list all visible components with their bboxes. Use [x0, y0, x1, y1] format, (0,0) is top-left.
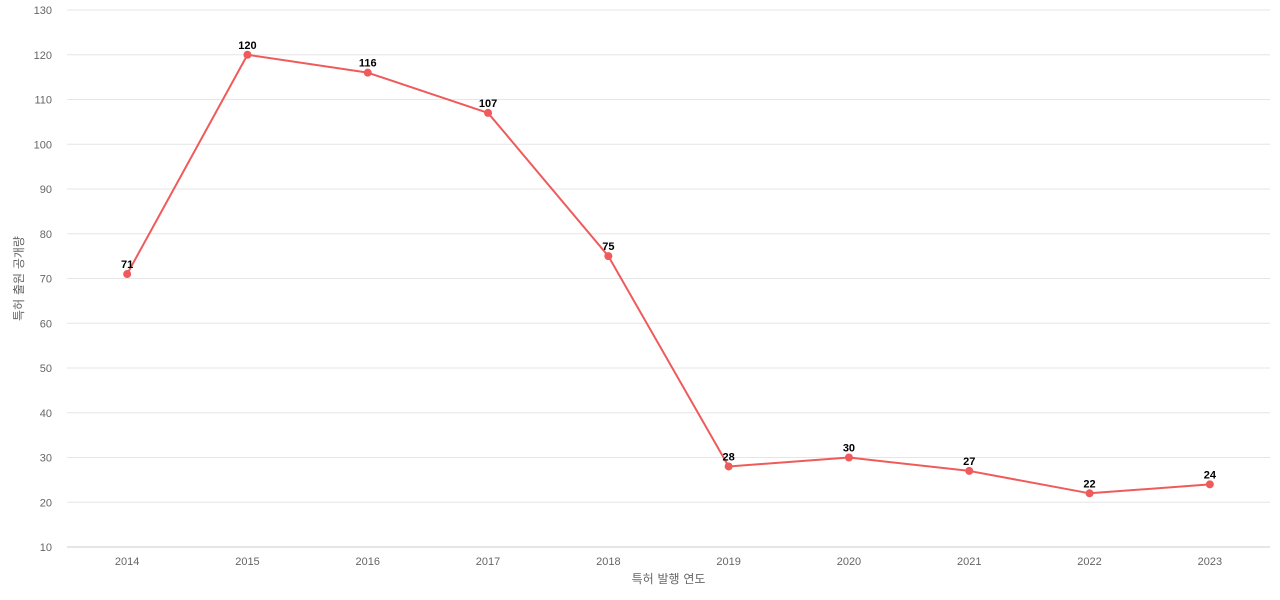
x-tick-label: 2016	[356, 556, 380, 568]
data-point	[1085, 489, 1094, 498]
series-group	[123, 50, 1214, 498]
y-axis-title: 특허 출원 공개량	[12, 236, 26, 321]
y-tick-label: 110	[34, 95, 52, 107]
data-label: 24	[1204, 469, 1217, 481]
y-tick-label: 90	[40, 184, 52, 196]
data-point	[123, 270, 132, 279]
y-tick-label: 30	[40, 453, 52, 465]
data-label: 22	[1083, 478, 1095, 490]
x-tick-label: 2022	[1077, 556, 1101, 568]
data-point	[243, 50, 252, 59]
data-label: 30	[843, 443, 855, 455]
series-line	[126, 53, 1210, 495]
x-tick-label: 2014	[115, 556, 139, 568]
data-point	[484, 108, 493, 117]
y-tick-label: 60	[40, 318, 52, 330]
x-tick-label: 2020	[837, 556, 861, 568]
x-tick-label: 2023	[1198, 556, 1222, 568]
data-label: 71	[121, 259, 133, 271]
data-label: 28	[723, 451, 735, 463]
y-tick-label: 130	[34, 5, 52, 17]
y-tick-label: 40	[40, 408, 52, 420]
data-point	[724, 462, 733, 471]
y-tick-label: 50	[40, 363, 52, 375]
data-labels: 71 120 116 107 75 28 30 27 22 24	[121, 40, 1217, 491]
data-label: 120	[238, 40, 256, 52]
y-tick-label: 100	[34, 139, 52, 151]
data-label: 116	[359, 58, 377, 70]
gridlines	[67, 9, 1270, 503]
data-label: 75	[602, 241, 614, 253]
data-point	[1205, 480, 1214, 489]
y-axis-ticks: 10 20 30 40 50 60 70 80 90 100 110 120 130	[34, 5, 52, 554]
data-label: 107	[479, 98, 497, 110]
data-point	[844, 453, 853, 462]
data-label: 27	[963, 456, 975, 468]
x-tick-label: 2021	[957, 556, 981, 568]
y-tick-label: 10	[40, 542, 52, 554]
x-axis-ticks: 2014 2015 2016 2017 2018 2019 2020 2021 2022 2023	[115, 556, 1222, 568]
y-tick-label: 120	[34, 50, 52, 62]
y-tick-label: 20	[40, 497, 52, 509]
x-tick-label: 2017	[476, 556, 500, 568]
data-point	[604, 252, 613, 261]
x-tick-label: 2019	[716, 556, 740, 568]
data-point	[965, 466, 974, 475]
y-tick-label: 80	[40, 229, 52, 241]
x-tick-label: 2015	[235, 556, 259, 568]
data-point	[363, 68, 372, 77]
x-axis-title: 특허 발행 연도	[632, 571, 706, 586]
y-tick-label: 70	[40, 274, 52, 286]
x-tick-label: 2018	[596, 556, 620, 568]
